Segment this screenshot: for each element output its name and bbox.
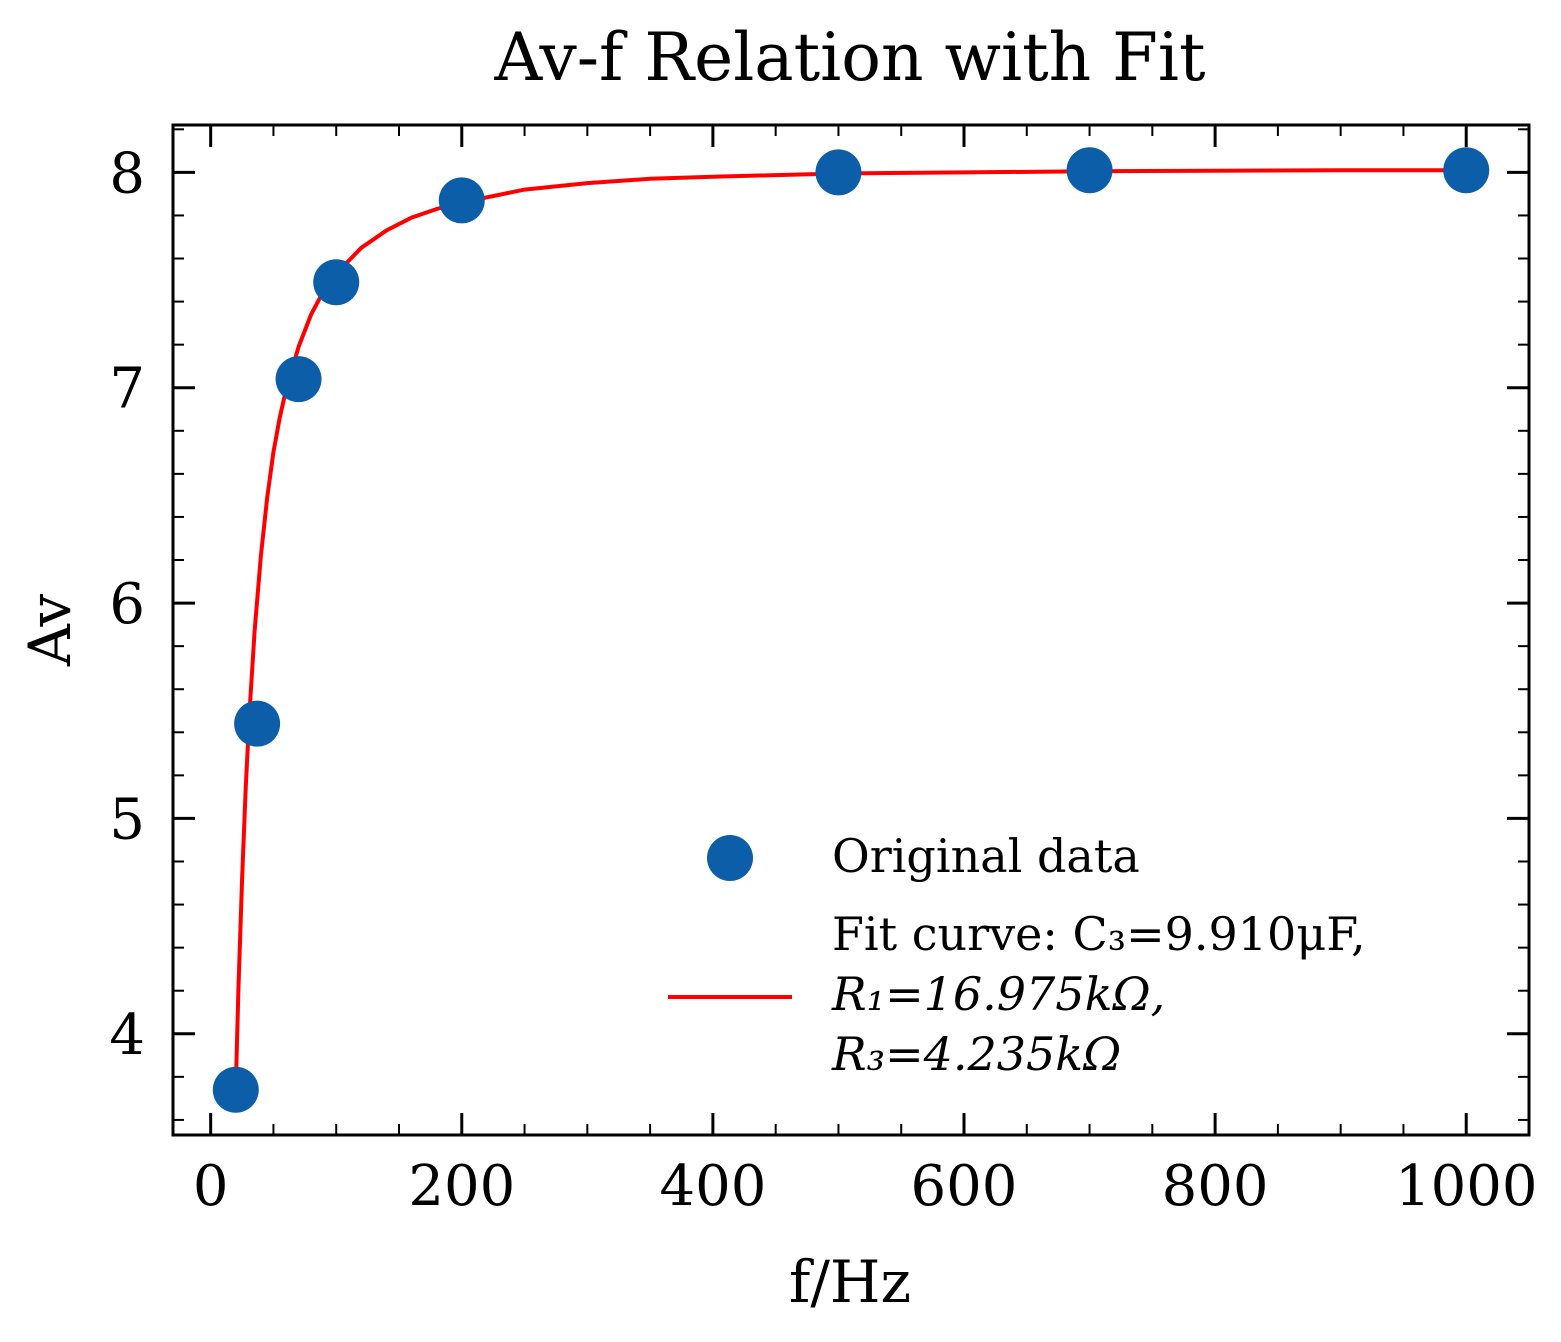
x-tick-label: 400	[659, 1154, 766, 1219]
legend: Original data Fit curve: C₃=9.910μF, R₁=…	[668, 829, 1366, 1081]
y-axis-label: Av	[16, 594, 84, 668]
y-tick-label: 6	[109, 572, 145, 637]
scatter-series	[212, 147, 1490, 1113]
x-tick-label: 800	[1162, 1154, 1269, 1219]
legend-fit-label-line3: R₃=4.235kΩ	[831, 1027, 1121, 1081]
major-ticks	[173, 125, 1529, 1135]
plot-frame	[171, 123, 1531, 1137]
chart-title: Av-f Relation with Fit	[493, 19, 1205, 96]
scatter-point	[438, 177, 485, 224]
y-tick-label: 7	[109, 357, 145, 422]
legend-scatter-label: Original data	[832, 829, 1140, 883]
y-tick-label: 8	[109, 141, 145, 206]
scatter-point	[313, 259, 360, 306]
scatter-point	[212, 1066, 259, 1113]
scatter-point	[1443, 147, 1490, 194]
x-tick-labels: 0 200 400 600 800 1000	[193, 1154, 1538, 1219]
scatter-point	[275, 356, 322, 403]
minor-ticks	[173, 125, 1530, 1135]
y-tick-label: 4	[109, 1003, 145, 1068]
y-tick-labels: 4 5 6 7 8	[109, 141, 145, 1067]
x-tick-label: 600	[911, 1154, 1018, 1219]
legend-scatter-marker	[707, 835, 753, 881]
scatter-point	[1066, 147, 1113, 194]
y-tick-label: 5	[109, 787, 145, 852]
x-tick-label: 0	[193, 1154, 229, 1219]
x-axis-label: f/Hz	[789, 1248, 911, 1316]
scatter-point	[815, 149, 862, 196]
legend-fit-label-line1: Fit curve: C₃=9.910μF,	[832, 907, 1366, 961]
scatter-point	[234, 700, 281, 747]
x-tick-label: 200	[408, 1154, 515, 1219]
plot-area: 0 200 400 600 800 1000 4 5 6 7 8	[109, 123, 1538, 1219]
x-tick-label: 1000	[1395, 1154, 1538, 1219]
legend-fit-label-line2: R₁=16.975kΩ,	[831, 967, 1165, 1021]
